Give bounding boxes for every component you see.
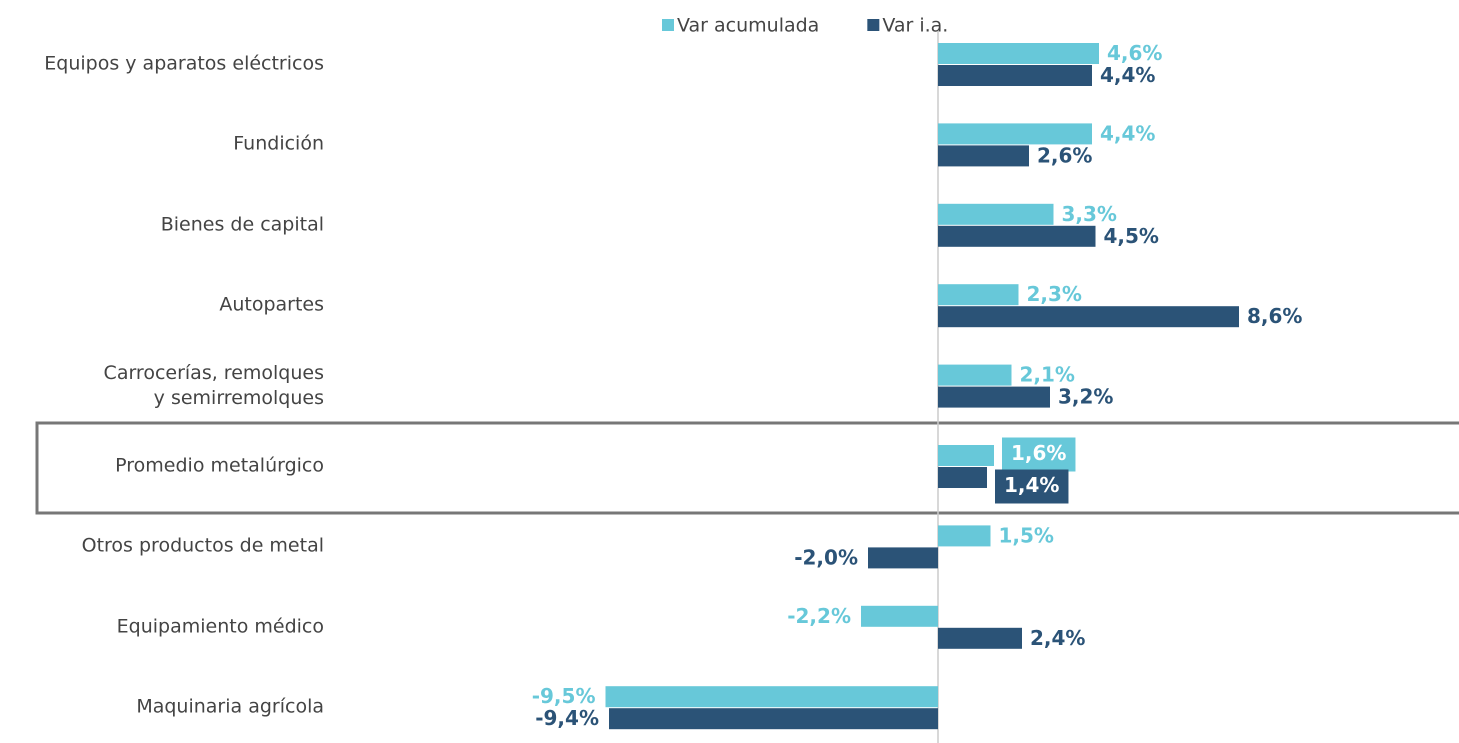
value-label: 4,4% (1100, 121, 1155, 145)
category-label: Equipos y aparatos eléctricos (44, 52, 324, 75)
category-label: Equipamiento médico (116, 615, 324, 638)
value-label: 2,4% (1030, 626, 1085, 650)
bar (938, 225, 1096, 247)
bar (938, 43, 1099, 64)
bar (938, 364, 1012, 386)
category-label: Maquinaria agrícola (136, 695, 324, 718)
value-label: 3,2% (1058, 385, 1113, 409)
category-label: Carrocerías, remolques y semirremolques (103, 361, 324, 409)
category-label: Bienes de capital (160, 213, 324, 236)
bar (605, 686, 938, 708)
label-box (1002, 437, 1076, 472)
category-label: Otros productos de metal (81, 534, 324, 557)
label-box (995, 469, 1069, 504)
bar (938, 306, 1239, 328)
value-label: -9,4% (535, 706, 599, 730)
bar (938, 525, 991, 547)
value-label: 8,6% (1247, 304, 1302, 328)
bar (861, 605, 938, 627)
legend-label: Var i.a. (882, 15, 948, 37)
bar (938, 203, 1054, 225)
value-label: -2,2% (787, 604, 851, 628)
bar (938, 386, 1050, 408)
category-label: Autopartes (219, 293, 324, 316)
bar (938, 284, 1019, 306)
value-label: 2,6% (1037, 143, 1092, 167)
value-label: 1,5% (999, 523, 1054, 547)
value-label: 2,3% (1027, 282, 1082, 306)
value-label: 1,4% (1004, 473, 1059, 497)
value-label: 1,6% (1011, 441, 1066, 465)
bar (938, 123, 1092, 145)
value-label: 4,5% (1104, 224, 1159, 248)
bar (938, 627, 1022, 649)
legend-swatch (867, 19, 880, 31)
bar (938, 445, 994, 466)
bar (609, 708, 938, 730)
category-label: Fundición (233, 132, 324, 155)
value-label: -2,0% (794, 545, 858, 569)
bar (868, 547, 938, 569)
value-label: 4,4% (1100, 63, 1155, 87)
legend-swatch (662, 19, 674, 31)
category-label: Promedio metalúrgico (115, 454, 324, 477)
highlight-box (35, 421, 1459, 515)
value-label: 3,3% (1062, 202, 1117, 226)
value-label: 4,6% (1107, 41, 1162, 65)
bar (938, 145, 1029, 167)
bar (938, 467, 987, 488)
legend-label: Var acumulada (677, 15, 819, 37)
value-label: 2,1% (1020, 363, 1075, 387)
value-label: -9,5% (532, 684, 596, 708)
bar (938, 65, 1092, 86)
